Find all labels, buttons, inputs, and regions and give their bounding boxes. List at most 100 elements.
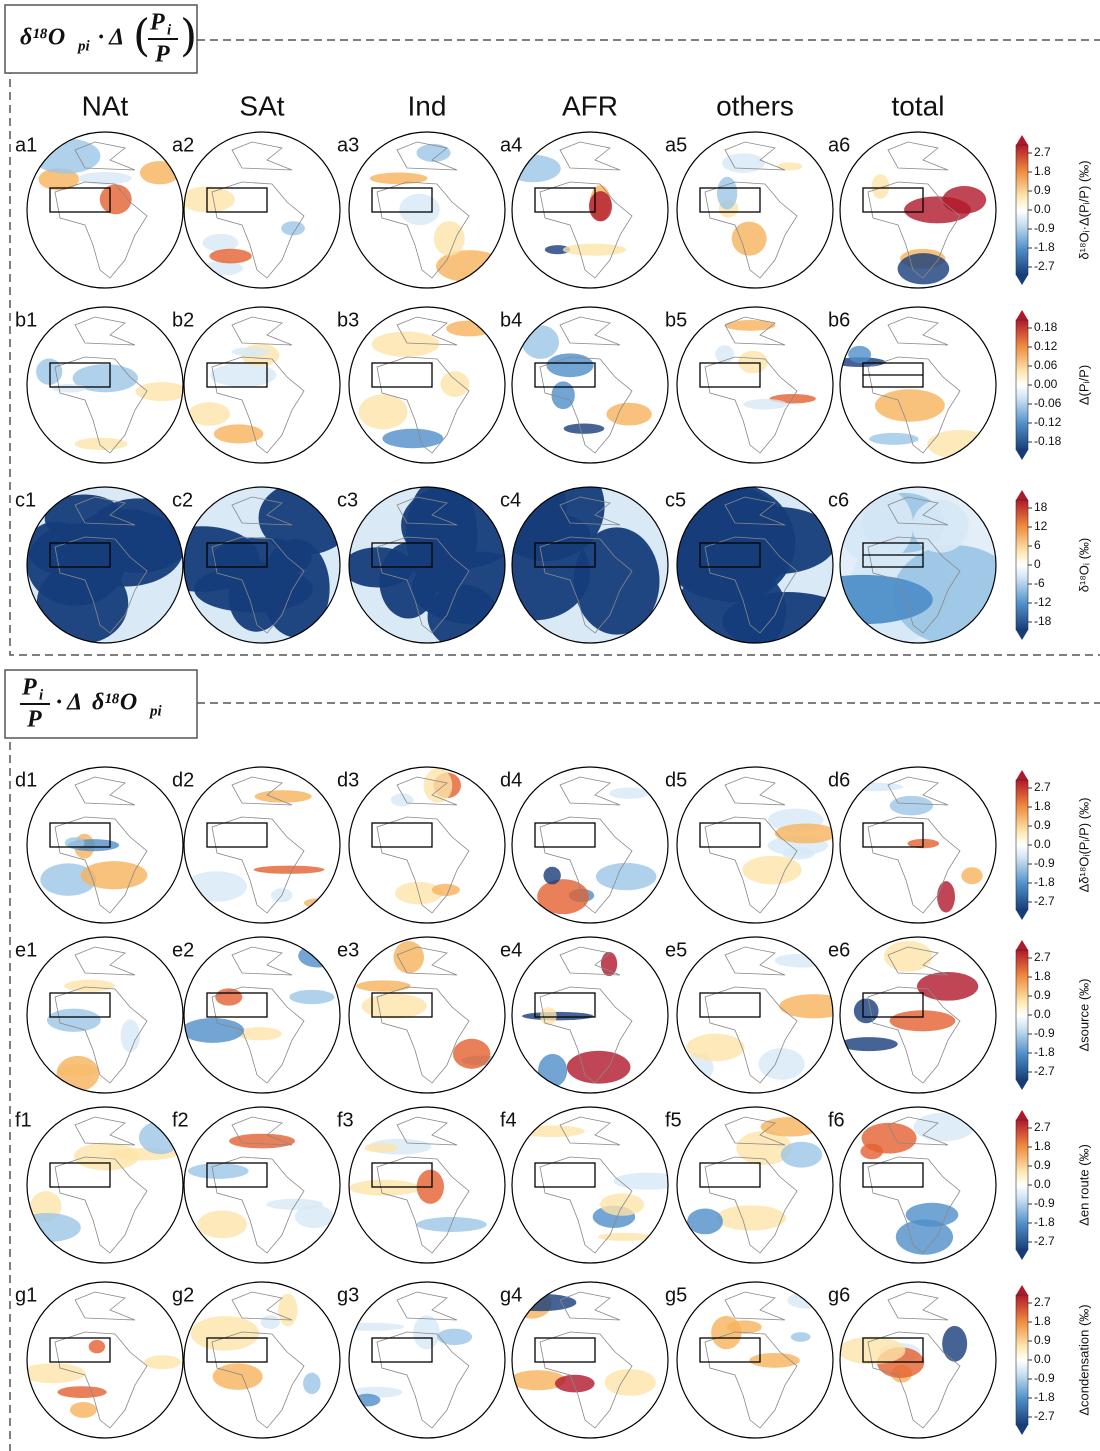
colorbar-cap — [1016, 1285, 1028, 1295]
map-blob — [942, 1326, 967, 1362]
map — [512, 767, 668, 923]
colorbar-cap — [1016, 770, 1028, 780]
colorbar-tick-label: 1.8 — [1034, 1314, 1051, 1328]
panel-label: b2 — [172, 309, 194, 331]
map-blob — [961, 867, 982, 884]
colorbar-cap — [1016, 1250, 1028, 1260]
header-den: P — [26, 707, 42, 733]
map-blob — [406, 477, 478, 593]
colorbar-cap — [1016, 1425, 1028, 1435]
panel-label: g6 — [828, 1284, 850, 1306]
map — [349, 307, 505, 463]
colorbar-tick-label: -1.8 — [1034, 1215, 1055, 1229]
map — [27, 767, 183, 923]
panel-label: b5 — [665, 309, 687, 331]
colorbar-cap — [1016, 1080, 1028, 1090]
map-blob — [606, 403, 652, 426]
colorbar-tick-label: -0.9 — [1034, 221, 1055, 235]
map-blob — [440, 371, 469, 397]
colorbar-tick-label: -2.7 — [1034, 1234, 1055, 1248]
colorbar-tick-label: -2.7 — [1034, 1064, 1055, 1078]
header-num: P — [149, 10, 165, 36]
map — [840, 937, 996, 1093]
map-blob — [78, 172, 132, 184]
colorbar-tick-label: -1.8 — [1034, 1045, 1055, 1059]
colorbar-cap — [1016, 910, 1028, 920]
colorbar-cap — [1016, 450, 1028, 460]
colorbar-cap — [1016, 490, 1028, 500]
colorbar-tick-label: 0.9 — [1034, 1333, 1051, 1347]
colorbar — [1016, 1295, 1028, 1425]
panel-label: f6 — [828, 1109, 845, 1131]
map-blob — [254, 866, 325, 874]
map-blob — [716, 1205, 786, 1230]
map-blob — [359, 394, 408, 429]
panel-label: g1 — [15, 1284, 37, 1306]
map-blob — [563, 244, 626, 256]
map-blob — [356, 980, 411, 991]
map-blob — [555, 1375, 595, 1393]
panel-label: c2 — [172, 489, 193, 511]
header-op: · Δ — [56, 690, 82, 716]
colorbar-tick-label: -0.9 — [1034, 1196, 1055, 1210]
colorbar-cap — [1016, 630, 1028, 640]
map — [505, 1282, 668, 1438]
panel-label: d4 — [500, 769, 522, 791]
map-blob — [135, 382, 188, 401]
header-sub: pi — [76, 38, 91, 54]
panel-label: e3 — [337, 939, 359, 961]
map — [658, 483, 852, 659]
map-blob — [914, 1113, 975, 1142]
colorbar — [1016, 1120, 1028, 1250]
map-blob — [717, 177, 737, 210]
panel-label: a5 — [665, 134, 687, 156]
map — [677, 307, 833, 463]
map-blob — [188, 1163, 248, 1179]
colorbar-tick-label: 1.8 — [1034, 1139, 1051, 1153]
colorbar-tick-label: 2.7 — [1034, 1295, 1051, 1309]
colorbar-tick-label: 0.9 — [1034, 988, 1051, 1002]
colorbar-cap — [1016, 275, 1028, 285]
map-blob — [727, 1320, 762, 1333]
map-blob — [70, 1402, 97, 1418]
map — [27, 937, 183, 1093]
paren: ) — [180, 11, 197, 62]
map-blob — [198, 1210, 247, 1238]
map-blob — [875, 389, 945, 421]
map-blob — [213, 1363, 263, 1389]
colorbar-cap — [1016, 310, 1028, 320]
map-blob — [437, 1329, 472, 1345]
panel-label: f3 — [337, 1109, 354, 1131]
map-blob — [74, 1143, 139, 1171]
map-blob — [917, 972, 978, 1001]
colorbar-tick-label: 0.0 — [1034, 1177, 1051, 1191]
map-blob — [232, 347, 270, 356]
map-blob — [732, 222, 767, 256]
map — [181, 937, 340, 1093]
panel-label: e5 — [665, 939, 687, 961]
colorbar-tick-label: -1.8 — [1034, 240, 1055, 254]
panel-label: a4 — [500, 134, 522, 156]
map-blob — [229, 1134, 295, 1149]
map-blob — [382, 429, 443, 449]
colorbar-cap — [1016, 940, 1028, 950]
colorbar — [1016, 320, 1028, 450]
map — [184, 1107, 340, 1263]
panel-label: d3 — [337, 769, 359, 791]
map-blob — [609, 788, 648, 799]
colorbar-tick-label: 1.8 — [1034, 969, 1051, 983]
colorbar-tick-label: 0.18 — [1034, 320, 1058, 334]
panel-label: g5 — [665, 1284, 687, 1306]
map-blob — [188, 402, 230, 425]
map-blob — [564, 423, 605, 433]
colorbar-tick-label: 0.9 — [1034, 183, 1051, 197]
map — [677, 1282, 833, 1438]
map-blob — [884, 941, 933, 972]
map — [512, 937, 668, 1093]
colorbar — [1016, 950, 1028, 1080]
map-blob — [298, 944, 337, 967]
panel-label: c6 — [828, 489, 849, 511]
map-blob — [927, 430, 991, 459]
map-blob — [304, 898, 335, 908]
map-blob — [417, 1217, 487, 1232]
